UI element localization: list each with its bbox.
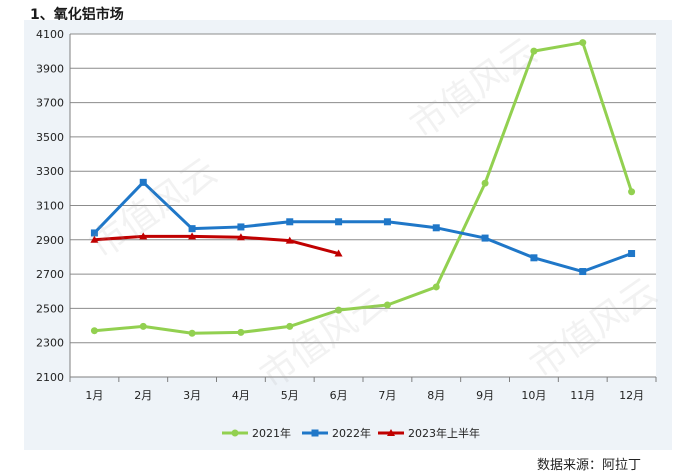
data-point [286,218,294,226]
y-tick-label: 3100 [36,200,64,213]
legend-label: 2022年 [332,426,371,440]
y-tick-label: 3300 [36,165,64,178]
data-point [481,179,489,187]
data-point [188,225,196,233]
x-tick-label: 12月 [619,389,644,402]
data-point [90,229,98,237]
y-tick-label: 2700 [36,268,64,281]
data-point [530,47,538,55]
x-tick-label: 6月 [330,389,348,402]
data-point [90,327,98,335]
y-tick-label: 4100 [36,28,64,41]
y-tick-label: 2900 [36,234,64,247]
data-point [285,236,294,244]
data-point [628,188,636,196]
data-point [579,268,587,276]
y-tick-label: 3500 [36,131,64,144]
x-tick-label: 5月 [281,389,299,402]
x-tick-label: 10月 [521,389,546,402]
data-point [481,234,489,242]
data-point [432,283,440,291]
series-line [94,41,634,335]
data-point [387,429,395,436]
data-point [579,39,587,47]
data-point [90,235,99,243]
data-point [236,233,245,241]
data-point [188,329,196,337]
data-point [311,429,319,437]
data-point [286,322,294,330]
data-point [383,301,391,309]
data-point [188,232,197,240]
data-point [139,178,147,186]
x-tick-label: 4月 [232,389,250,402]
legend-label: 2023年上半年 [408,426,480,440]
y-tick-label: 3900 [36,62,64,75]
y-tick-label: 2100 [36,371,64,384]
data-point [628,250,636,258]
data-point [530,254,538,262]
x-tick-label: 8月 [427,389,445,402]
x-tick-label: 9月 [476,389,494,402]
x-tick-label: 11月 [570,389,595,402]
data-source-note: 数据来源：阿拉丁 [536,458,641,473]
data-point [237,328,245,336]
data-point [383,218,391,226]
x-tick-label: 7月 [378,389,396,402]
y-tick-label: 2500 [36,302,64,315]
data-point [335,306,343,314]
series-line [93,180,633,274]
data-point [139,322,147,330]
x-tick-label: 1月 [85,389,103,402]
y-tick-label: 3700 [36,97,64,110]
data-point [139,232,148,240]
x-tick-label: 2月 [134,389,152,402]
x-tick-label: 3月 [183,389,201,402]
data-point [335,218,343,226]
y-tick-label: 2300 [36,337,64,350]
data-point [432,224,440,232]
data-point [231,429,239,437]
series-line [94,234,339,255]
data-point [334,249,343,257]
page-title: 1、氧化铝市场 [30,7,124,23]
legend-label: 2021年 [252,426,291,440]
data-point [237,223,245,231]
